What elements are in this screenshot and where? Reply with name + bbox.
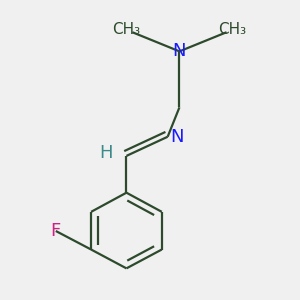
Text: N: N bbox=[173, 42, 186, 60]
Text: F: F bbox=[51, 222, 61, 240]
Text: H: H bbox=[99, 144, 112, 162]
Text: N: N bbox=[170, 128, 183, 146]
Text: CH₃: CH₃ bbox=[218, 22, 247, 37]
Text: CH₃: CH₃ bbox=[112, 22, 140, 37]
